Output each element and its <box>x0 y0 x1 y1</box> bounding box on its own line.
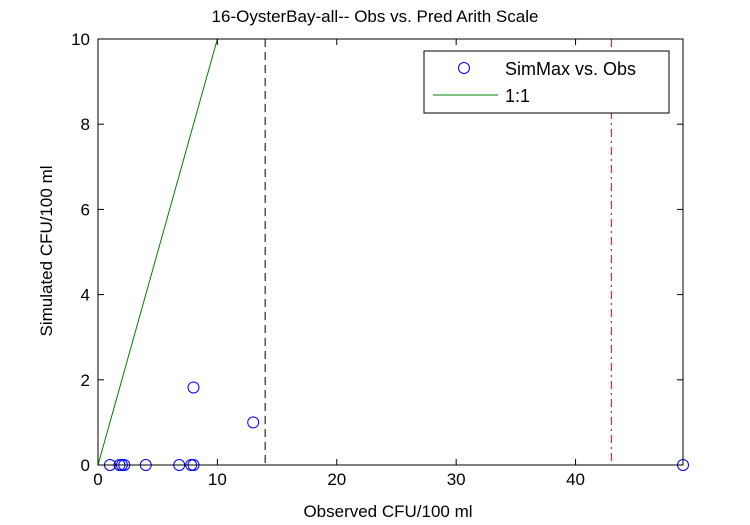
data-point <box>247 416 260 429</box>
y-tick-label: 4 <box>81 286 90 305</box>
data-point <box>187 381 200 394</box>
x-tick-label: 40 <box>566 470 585 489</box>
x-axis-ticks: 0 10 20 30 40 <box>93 39 585 489</box>
chart-title: 16-OysterBay-all-- Obs vs. Pred Arith Sc… <box>212 7 539 26</box>
x-axis-label: Observed CFU/100 ml <box>303 502 472 521</box>
legend-label-1to1: 1:1 <box>505 86 530 106</box>
x-tick-label: 10 <box>208 470 227 489</box>
y-axis-ticks: 0 2 4 6 8 10 <box>71 30 683 475</box>
y-tick-label: 2 <box>81 371 90 390</box>
y-tick-label: 0 <box>81 456 90 475</box>
series-line-1to1 <box>98 39 218 465</box>
y-tick-label: 10 <box>71 30 90 49</box>
plot-frame <box>97 38 684 466</box>
y-axis-label: Simulated CFU/100 ml <box>37 165 56 336</box>
x-tick-label: 0 <box>93 470 102 489</box>
legend-box <box>423 50 670 114</box>
legend: SimMax vs. Obs 1:1 <box>423 50 670 114</box>
x-tick-label: 30 <box>447 470 466 489</box>
reference-lines <box>264 39 612 465</box>
legend-marker-simmax <box>458 62 470 74</box>
legend-label-simmax: SimMax vs. Obs <box>505 59 636 79</box>
x-tick-label: 20 <box>327 470 346 489</box>
y-tick-label: 8 <box>81 115 90 134</box>
y-tick-label: 6 <box>81 200 90 219</box>
